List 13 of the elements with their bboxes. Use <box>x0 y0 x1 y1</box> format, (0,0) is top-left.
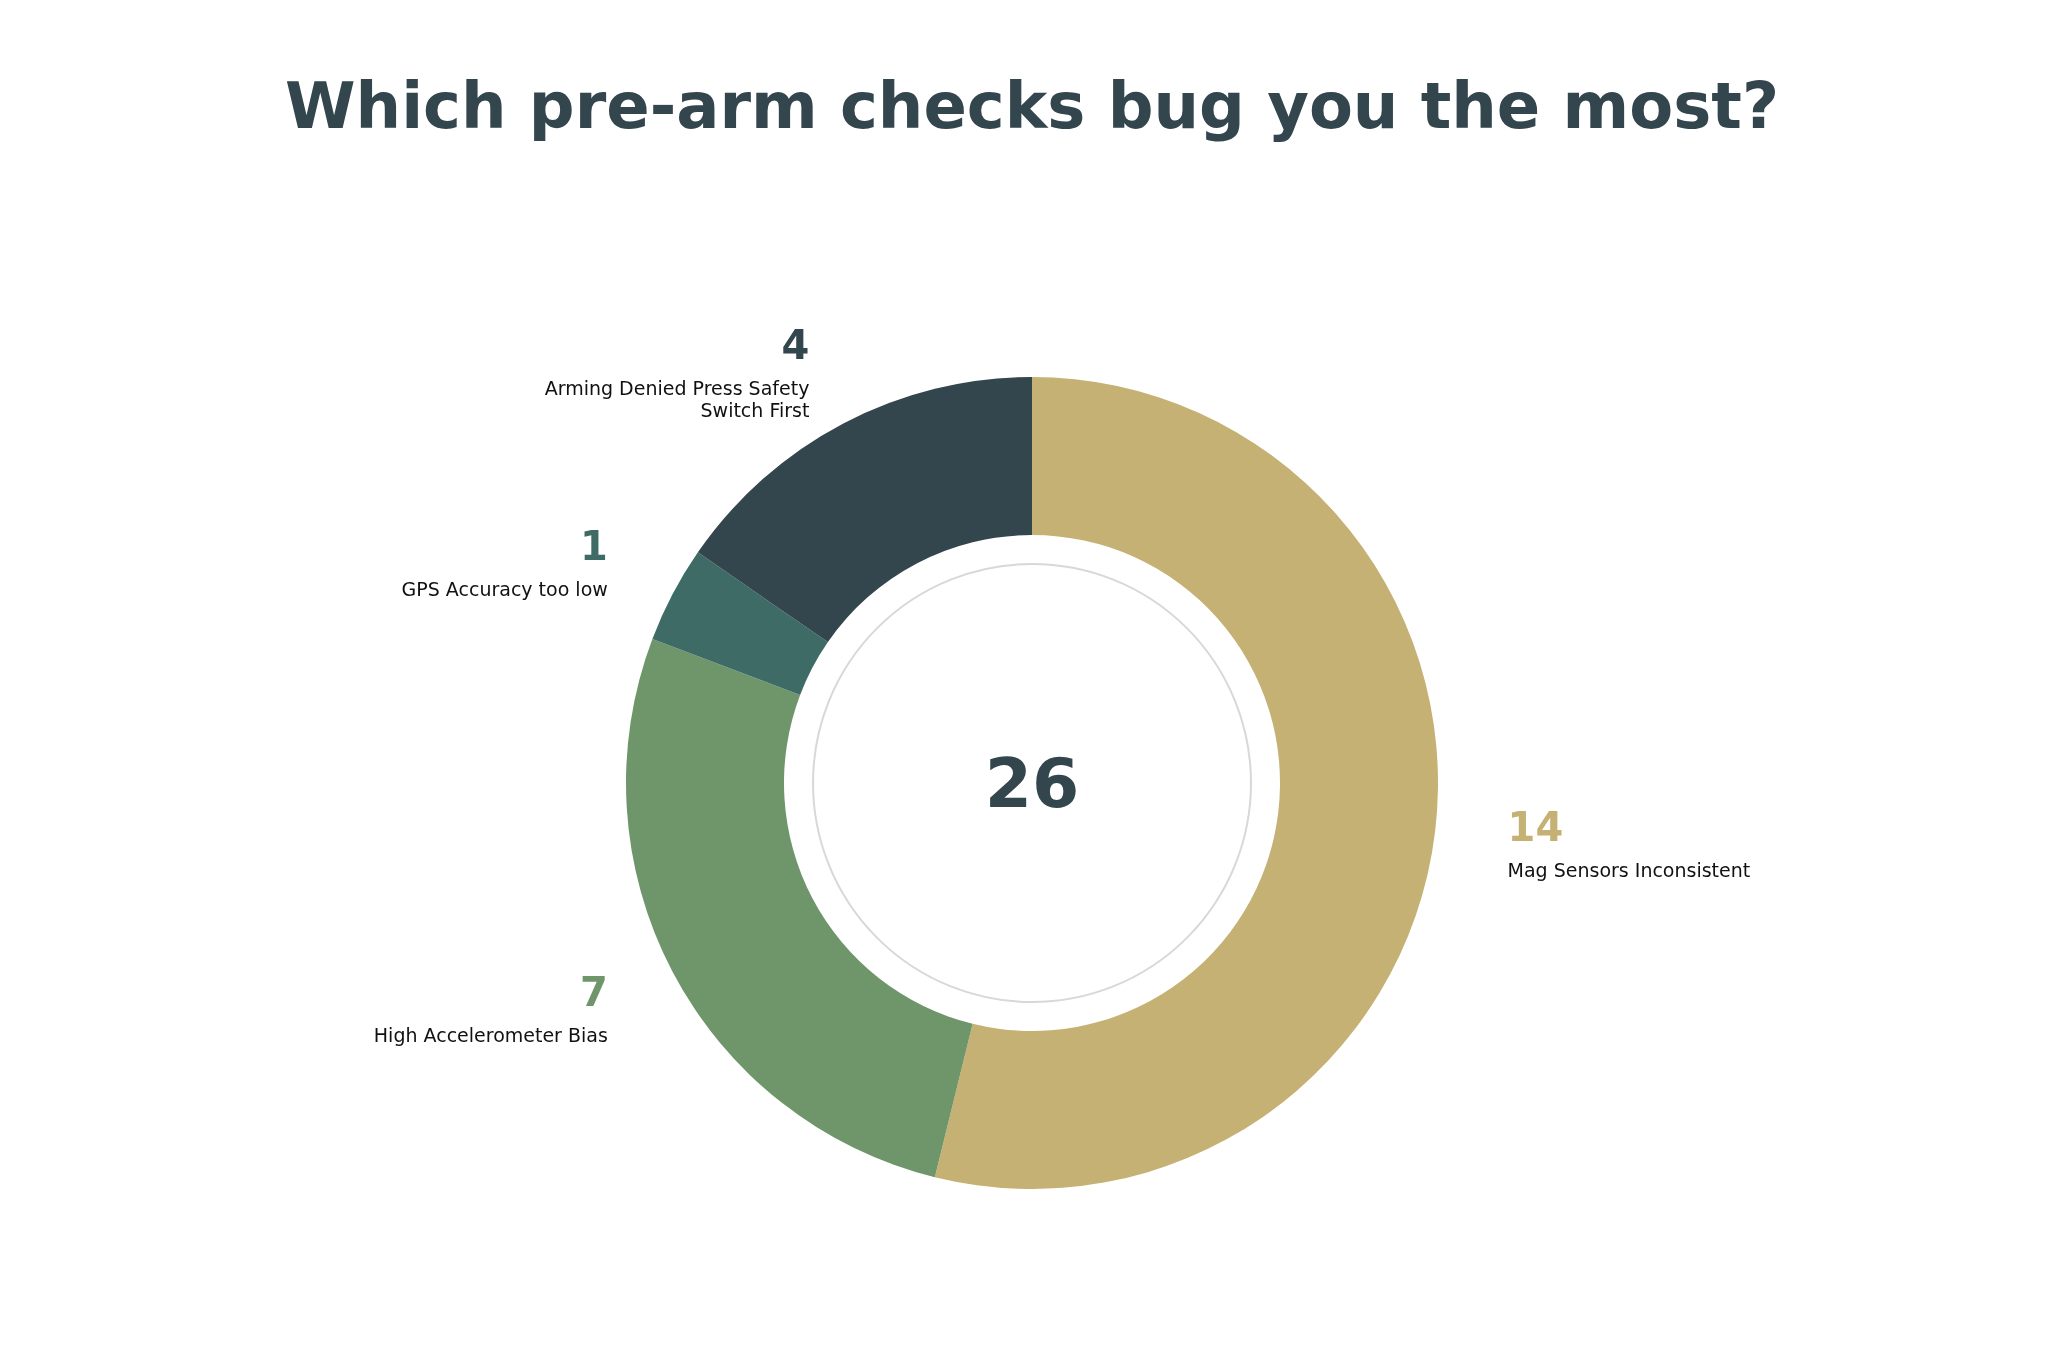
donut-slice <box>626 639 973 1178</box>
slice-label: Arming Denied Press Safety Switch First <box>544 376 810 421</box>
data-label: 4 <box>781 321 810 368</box>
data-label: 1 <box>579 523 608 570</box>
donut-slice <box>652 552 828 696</box>
chart-title: Which pre-arm checks bug you the most? <box>284 69 1780 143</box>
data-label: 14 <box>1507 803 1564 850</box>
slice-label: High Accelerometer Bias <box>373 1023 608 1046</box>
donut-slice <box>934 377 1438 1189</box>
data-label: 7 <box>579 968 608 1015</box>
slice-label: GPS Accuracy too low <box>401 578 608 601</box>
text: 26 <box>984 744 1080 823</box>
slice-label: Mag Sensors Inconsistent <box>1507 858 1751 881</box>
